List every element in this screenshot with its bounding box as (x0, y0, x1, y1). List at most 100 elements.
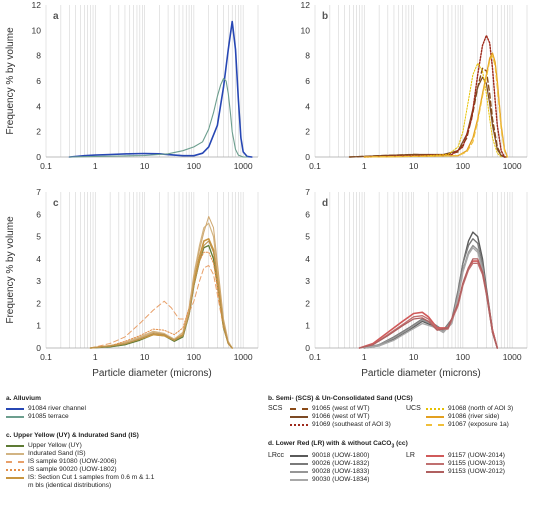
legend-swatch (290, 408, 308, 410)
legend-swatch (426, 471, 444, 474)
x-tick-label: 100 (187, 161, 201, 171)
legend-item: 91086 (river side) (426, 413, 513, 421)
legend-title: b. Semi- (SCS) & Un-Consolidated Sand (U… (268, 395, 413, 402)
y-tick-label: 6 (36, 76, 41, 86)
panel-letter: d (322, 198, 328, 209)
legend-swatch (426, 463, 444, 466)
legend-item: 91153 (UOW-2012) (426, 468, 505, 476)
legend-label: 91157 (UOW-2014) (448, 452, 505, 460)
legend-item: 91066 (west of WT) (290, 413, 391, 421)
y-tick-label: 2 (36, 127, 41, 137)
legend-swatch (426, 416, 444, 418)
y-tick-label: 8 (305, 51, 310, 61)
legend-title: a. Alluvium (6, 395, 41, 402)
legend-label: IS: Section Cut 1 samples from 0.6 m & 1… (28, 474, 155, 489)
y-tick-label: 2 (305, 127, 310, 137)
series-line (89, 238, 233, 349)
legend-label: IS sample 90020 (UOW-1802) (28, 466, 117, 473)
y-tick-label: 5 (36, 232, 41, 242)
y-tick-label: 1 (305, 321, 310, 331)
legend-item: 91085 terrace (6, 413, 166, 421)
series-line (363, 34, 506, 158)
x-tick-label: 1 (362, 161, 367, 171)
series-line (89, 222, 233, 349)
legend-items: 91065 (west of WT) 91066 (west of WT) 9106… (290, 405, 391, 429)
legend-label: 90018 (UOW-1800) (312, 452, 370, 460)
y-tick-label: 5 (305, 232, 310, 242)
legend-item: 90030 (UOW-1834) (290, 476, 369, 484)
x-tick-label: 1 (93, 352, 98, 362)
legend-swatch (426, 424, 444, 426)
legend-group-label: SCS (268, 405, 283, 412)
x-tick-label: 100 (187, 352, 201, 362)
legend-swatch (290, 479, 308, 482)
legend-title: d. Lower Red (LR) with & without CaCO3 (… (268, 440, 408, 450)
legend-label: 91065 (west of WT) (312, 405, 370, 412)
y-tick-label: 0 (305, 152, 310, 162)
legend-upper-yellow: c. Upper Yellow (UY) & Indurated Sand (I… (6, 432, 171, 490)
series-line (348, 76, 506, 158)
series-line (68, 20, 253, 158)
legend-items: Upper Yellow (UY) Indurated Sand (IS) IS s… (6, 442, 171, 490)
legend-label: 91069 (southeast of AOI 3) (312, 421, 391, 428)
x-tick-label: 10 (140, 352, 150, 362)
panel-c: 0 1 2 3 4 5 6 7 0.1 1 10 100 1000 c (36, 187, 259, 362)
panel-letter: b (322, 11, 328, 22)
y-tick-label: 4 (305, 254, 310, 264)
x-axis-title: Particle diameter (microns) (361, 368, 480, 379)
series-line (363, 55, 508, 158)
y-tick-label: 0 (36, 343, 41, 353)
y-tick-label: 8 (36, 51, 41, 61)
legend-swatch (290, 455, 308, 458)
legend-label: 90026 (UOW-1832) (312, 460, 370, 468)
legend-label: 91155 (UOW-2013) (448, 460, 505, 468)
y-tick-label: 3 (305, 276, 310, 286)
legend-swatch (6, 445, 24, 447)
legend-swatch (6, 461, 24, 463)
y-tick-label: 12 (301, 0, 311, 10)
y-tick-label: 12 (32, 0, 42, 10)
x-tick-label: 1000 (234, 352, 253, 362)
x-tick-label: 0.1 (309, 352, 321, 362)
legend-label: 91068 (north of AOI 3) (448, 405, 514, 412)
y-tick-label: 6 (36, 209, 41, 219)
x-tick-label: 10 (409, 161, 419, 171)
legend-swatch (6, 416, 24, 418)
legend-swatch (426, 408, 444, 410)
y-tick-label: 10 (32, 25, 42, 35)
legend-label: Indurated Sand (IS) (28, 450, 86, 457)
legend-items: 91157 (UOW-2014) 91155 (UOW-2013) 91153 (U… (426, 452, 505, 476)
legend-item: 91157 (UOW-2014) (426, 452, 505, 460)
legend-lower-red: d. Lower Red (LR) with & without CaCO3 (… (268, 440, 548, 492)
x-tick-label: 1000 (503, 352, 522, 362)
series-line (358, 258, 498, 349)
x-tick-label: 0.1 (309, 161, 321, 171)
panel-a: 0 2 4 6 8 10 12 0.1 1 10 100 1000 a (32, 0, 259, 171)
legend-swatch (6, 408, 24, 410)
y-tick-label: 6 (305, 76, 310, 86)
legend-title: c. Upper Yellow (UY) & Indurated Sand (I… (6, 432, 139, 439)
series-line (90, 240, 233, 349)
legend-item: 90026 (UOW-1832) (290, 460, 369, 468)
legend-swatch (290, 424, 308, 426)
legend-label: IS sample 91080 (UOW-2006) (28, 458, 117, 465)
y-tick-label: 4 (305, 101, 310, 111)
series-line (348, 67, 509, 158)
legend-label: 91086 (river side) (448, 413, 500, 420)
panel-letter: c (53, 198, 59, 209)
y-tick-label: 7 (36, 187, 41, 197)
x-tick-label: 100 (456, 352, 470, 362)
legend-item: 91155 (UOW-2013) (426, 460, 505, 468)
legend-sand: b. Semi- (SCS) & Un-Consolidated Sand (U… (268, 395, 548, 435)
y-tick-label: 0 (305, 343, 310, 353)
legend-label: 91153 (UOW-2012) (448, 468, 505, 476)
legend-swatch (290, 471, 308, 474)
legend-item: 91068 (north of AOI 3) (426, 405, 513, 413)
y-tick-label: 7 (305, 187, 310, 197)
panel-b: 0 2 4 6 8 10 12 0.1 1 10 100 1000 b (301, 0, 528, 171)
legend-swatch (6, 469, 24, 471)
legend-item: 91065 (west of WT) (290, 405, 391, 413)
y-axis-title: Frequency % by volume (5, 27, 16, 135)
legend-item: 91067 (exposure 1a) (426, 421, 513, 429)
